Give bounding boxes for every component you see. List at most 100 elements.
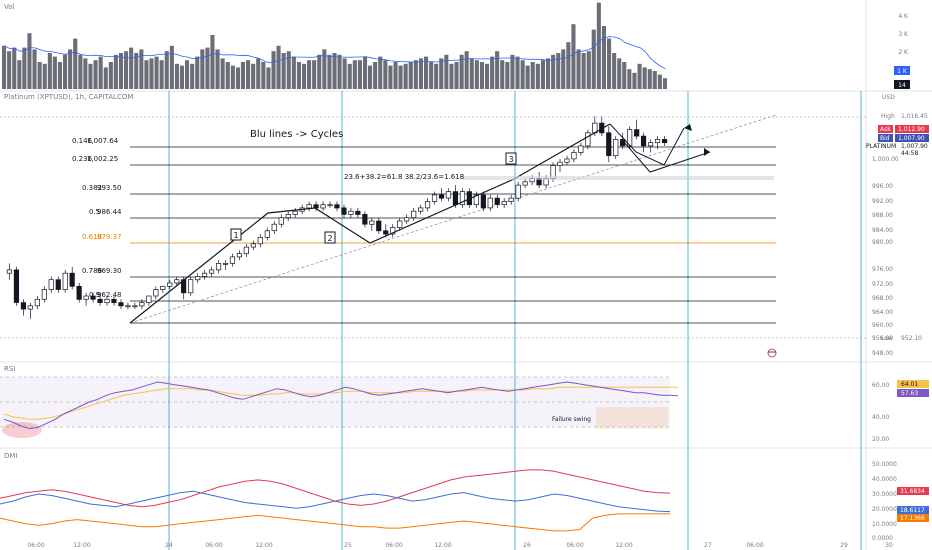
candle-body bbox=[6, 269, 13, 274]
volume-bar bbox=[469, 58, 474, 89]
candle-body bbox=[20, 302, 27, 310]
candle-body bbox=[585, 132, 591, 147]
failure-swing-box[interactable] bbox=[596, 407, 668, 429]
fib-label-ratio: 0.786 bbox=[82, 267, 103, 275]
candle-body bbox=[69, 272, 75, 287]
ask-value-badge[interactable] bbox=[895, 125, 929, 133]
time-tick: 06:00 bbox=[746, 542, 763, 549]
ask-label: Ask bbox=[880, 126, 891, 133]
candle-body bbox=[292, 210, 298, 215]
price-tick: 976.00 bbox=[872, 266, 893, 273]
volume-bar bbox=[556, 53, 561, 89]
dmi-orange-badge bbox=[897, 514, 929, 522]
volume-bar bbox=[642, 67, 647, 89]
dmi-tick: 40.0000 bbox=[872, 476, 897, 483]
wave-label-1: 1 bbox=[233, 231, 238, 240]
fib-label-value: 986.44 bbox=[97, 208, 122, 216]
volume-bar bbox=[317, 54, 322, 89]
bid-badge[interactable] bbox=[878, 134, 893, 142]
volume-bar bbox=[2, 45, 7, 89]
candle-body bbox=[306, 204, 312, 209]
volume-bar bbox=[535, 63, 540, 89]
volume-bar bbox=[368, 65, 373, 89]
volume-bar bbox=[88, 63, 93, 89]
volume-bar bbox=[429, 62, 434, 89]
time-tick: 12:00 bbox=[73, 542, 90, 549]
volume-bar bbox=[363, 56, 368, 89]
candle-body bbox=[501, 201, 507, 206]
candle-body bbox=[83, 295, 89, 300]
fib-calc-annotation: 23.6+38.2=61.8 38.2/23.6=1.618 bbox=[344, 173, 464, 181]
projection-path-1[interactable] bbox=[609, 123, 685, 166]
volume-bar bbox=[505, 62, 510, 89]
trendline[interactable] bbox=[129, 114, 777, 324]
projection-path-2[interactable] bbox=[623, 141, 711, 173]
volume-bar bbox=[540, 60, 545, 89]
volume-bar bbox=[73, 38, 78, 89]
rsi-tick: 20.00 bbox=[872, 436, 889, 443]
wave-label-2: 2 bbox=[327, 234, 332, 243]
dmi-orange-value: 17.1366 bbox=[900, 515, 925, 522]
candle-body bbox=[383, 230, 389, 235]
candle-body bbox=[369, 220, 375, 225]
low-label: Low bbox=[881, 335, 893, 342]
volume-bar bbox=[103, 67, 108, 89]
volume-bar bbox=[515, 56, 520, 89]
wave-path[interactable] bbox=[129, 123, 611, 324]
candle-body bbox=[390, 227, 396, 235]
candle-body bbox=[404, 217, 410, 222]
candle-body bbox=[578, 145, 584, 153]
candle-body bbox=[250, 243, 256, 248]
volume-bar bbox=[332, 53, 337, 89]
volume-bar bbox=[520, 60, 525, 89]
volume-bar bbox=[195, 56, 200, 89]
candle-body bbox=[327, 204, 333, 207]
bid-value-badge[interactable] bbox=[895, 134, 929, 142]
volume-bar bbox=[327, 54, 332, 89]
volume-bar bbox=[530, 62, 535, 89]
candle-body bbox=[627, 129, 633, 147]
volume-bar bbox=[546, 58, 551, 89]
price-tick: 968.00 bbox=[872, 295, 893, 302]
rsi-tick: 60.00 bbox=[872, 382, 889, 389]
candle-body bbox=[320, 204, 326, 209]
price-tick: 948.00 bbox=[872, 350, 893, 357]
time-tick: 30 bbox=[885, 542, 893, 549]
fib-retracement[interactable]: 0.146 1,007.64 0.236 1,002.25 0.382 993.… bbox=[72, 137, 776, 324]
volume-bar bbox=[388, 65, 393, 89]
volume-bar bbox=[571, 24, 576, 90]
dmi-blue-value: 18.6117 bbox=[900, 507, 925, 514]
symbol-label: PLATINUM bbox=[866, 143, 896, 150]
volume-bar bbox=[93, 60, 98, 89]
volume-bar bbox=[215, 49, 220, 89]
volume-bar bbox=[42, 63, 47, 89]
flag-icon[interactable] bbox=[767, 348, 777, 358]
time-tick: 27 bbox=[704, 542, 712, 549]
volume-bar bbox=[459, 54, 464, 89]
candle-body bbox=[139, 302, 145, 307]
volume-bar bbox=[525, 65, 530, 89]
high-value: 1,016.45 bbox=[901, 113, 928, 120]
volume-bar bbox=[302, 63, 307, 89]
volume-bar bbox=[246, 60, 251, 89]
volume-bar bbox=[439, 58, 444, 89]
price-tick: 980.00 bbox=[872, 239, 893, 246]
volume-bar bbox=[47, 53, 52, 89]
volume-bar bbox=[37, 62, 42, 89]
candle-body bbox=[188, 279, 194, 294]
volume-bar bbox=[485, 63, 490, 89]
volume-bar bbox=[164, 51, 169, 89]
volume-bar bbox=[449, 63, 454, 89]
volume-bar bbox=[68, 49, 73, 89]
volume-bar bbox=[225, 62, 230, 89]
ask-badge[interactable] bbox=[878, 125, 893, 133]
arrowhead bbox=[704, 148, 710, 156]
dmi-tick: 0.0000 bbox=[872, 535, 893, 542]
volume-bar bbox=[576, 49, 581, 89]
time-tick: 24 bbox=[165, 542, 173, 549]
candle-body bbox=[640, 135, 647, 147]
candle-body bbox=[487, 197, 493, 209]
time-tick: 06:00 bbox=[385, 542, 402, 549]
fib-label-ratio: 0.9 bbox=[89, 291, 100, 299]
volume-bar bbox=[373, 62, 378, 89]
